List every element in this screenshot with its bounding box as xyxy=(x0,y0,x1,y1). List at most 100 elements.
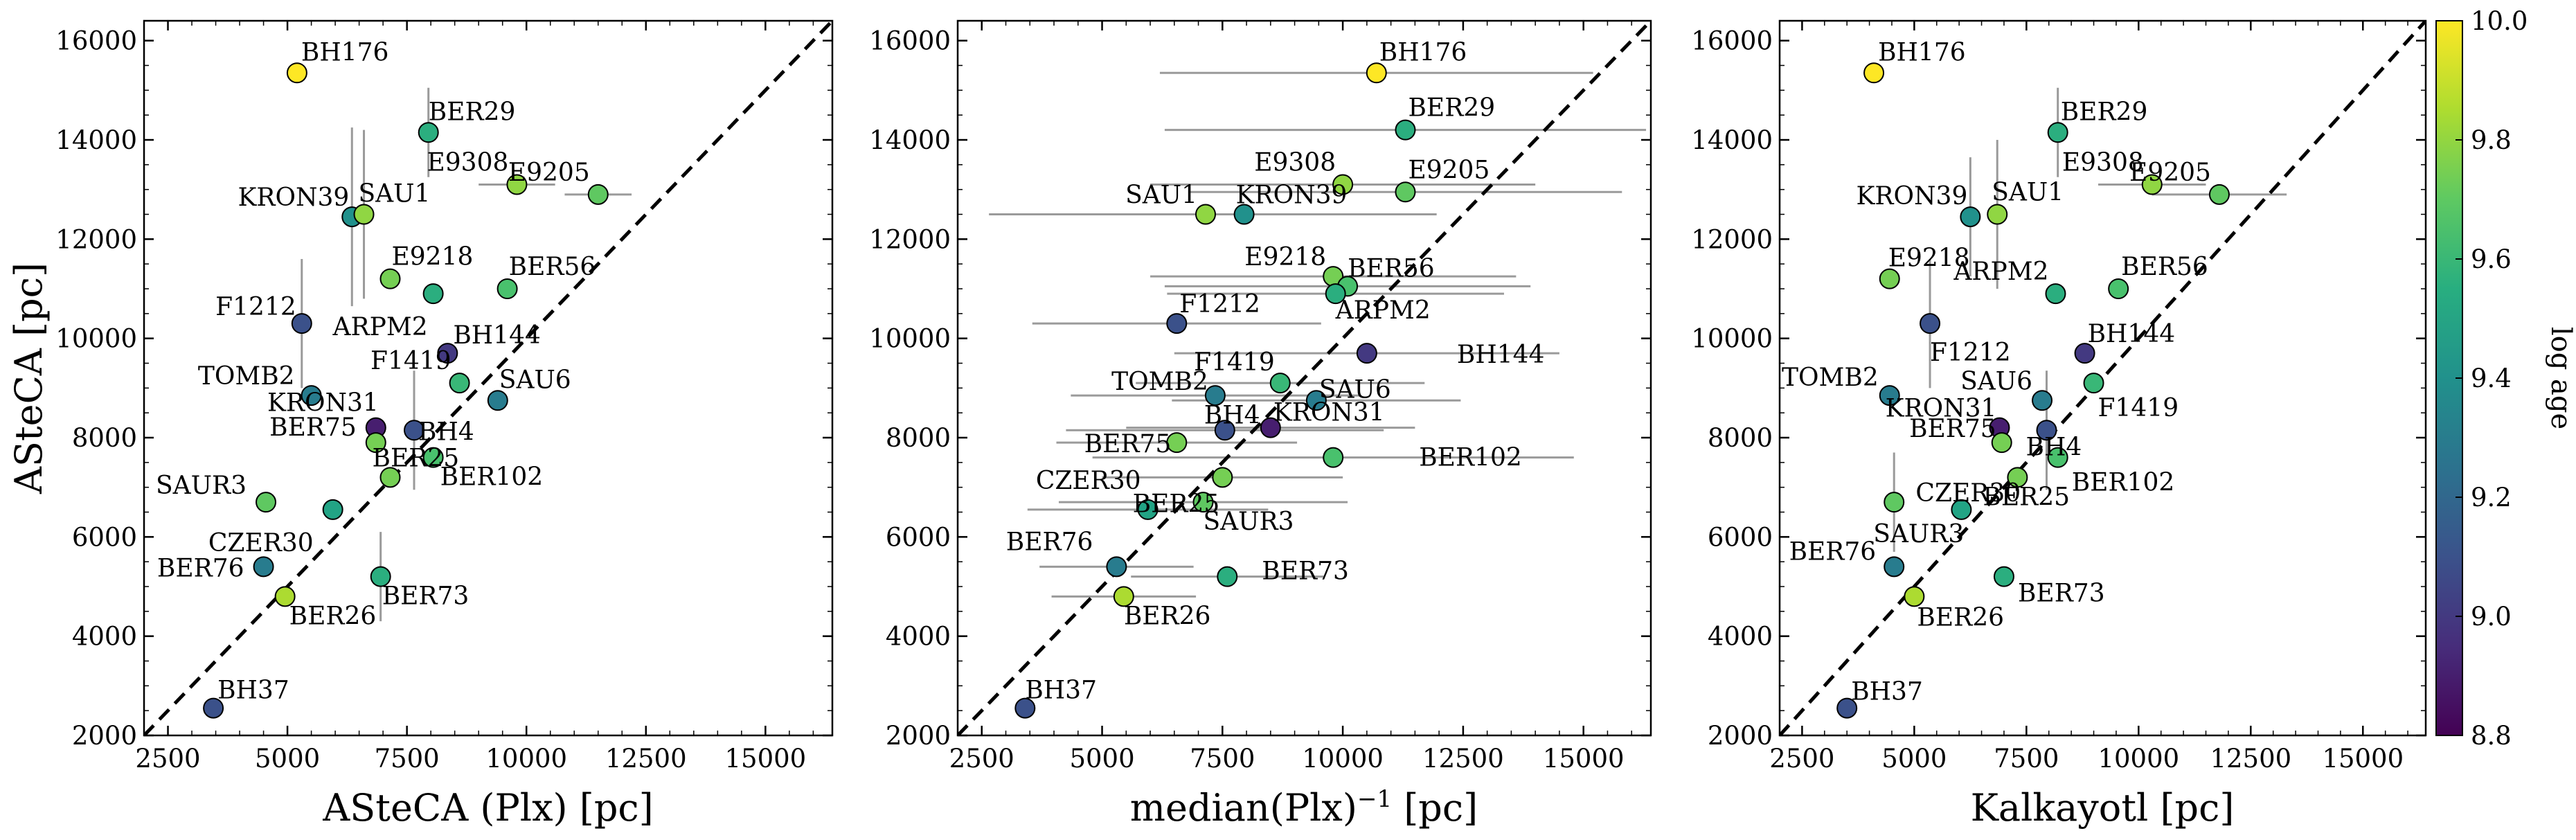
data-point xyxy=(274,586,296,607)
point-label: E9308 xyxy=(2062,149,2144,177)
y-tick-label: 12000 xyxy=(869,224,951,254)
point-label: E9308 xyxy=(427,149,509,177)
data-point xyxy=(1332,174,1354,195)
colorbar: 8.8 9.0 9.2 9.4 9.6 9.8 10.0 log age xyxy=(2435,6,2576,751)
y-tick-label: 12000 xyxy=(55,224,137,254)
point-label: BER26 xyxy=(1917,603,2004,632)
y-tick-label: 6000 xyxy=(886,522,951,552)
x-ticks: 2500 5000 7500 10000 12500 15000 xyxy=(949,21,1632,774)
point-label: BH176 xyxy=(1878,38,1966,66)
data-point xyxy=(203,697,224,719)
data-point xyxy=(1166,313,1188,334)
point-label: BER76 xyxy=(1789,537,1877,566)
point-label: BER102 xyxy=(2072,469,2175,497)
y-tick-label: 10000 xyxy=(869,324,951,354)
data-point xyxy=(1884,492,1905,513)
data-point xyxy=(1192,492,1214,513)
data-point xyxy=(587,184,609,205)
point-label: CZER30 xyxy=(208,529,314,557)
point-label: F1419 xyxy=(2098,394,2179,422)
point-label: BER26 xyxy=(1124,602,1211,630)
y-tick-label: 10000 xyxy=(1691,324,1773,354)
data-point xyxy=(1113,586,1134,607)
x-tick-label: 10000 xyxy=(1302,744,1384,774)
data-point xyxy=(322,499,343,520)
data-point xyxy=(365,432,386,454)
data-point xyxy=(1260,417,1281,438)
point-label: KRON31 xyxy=(267,389,379,418)
point-label: BER75 xyxy=(1084,430,1172,458)
point-label: KRON39 xyxy=(238,184,349,212)
data-point xyxy=(291,313,312,334)
x-tick-label: 15000 xyxy=(725,744,807,774)
point-label: KRON39 xyxy=(1857,182,1968,211)
point-label: BH144 xyxy=(2088,320,2176,348)
point-label: BER73 xyxy=(2018,580,2105,608)
point-label: E9205 xyxy=(2129,159,2211,187)
data-point xyxy=(2036,420,2057,441)
data-point xyxy=(487,390,508,411)
colorbar-label: log age xyxy=(2545,327,2576,429)
y-tick-label: 4000 xyxy=(886,622,951,652)
y-tick-label: 2000 xyxy=(1708,721,1773,751)
y-tick-label: 16000 xyxy=(1691,26,1773,56)
x-tick-label: 2500 xyxy=(1769,744,1834,774)
data-point xyxy=(437,343,458,364)
point-label: TOMB2 xyxy=(1111,368,1208,396)
y-tick-label: 4000 xyxy=(72,622,137,652)
y-tick-label: 6000 xyxy=(1708,522,1773,552)
point-label: BH4 xyxy=(418,418,474,446)
data-point xyxy=(418,122,439,143)
y-tick-label: 2000 xyxy=(886,721,951,751)
plot-frame xyxy=(143,19,834,737)
point-label: BER26 xyxy=(289,602,377,630)
point-label: ARPM2 xyxy=(1953,258,2048,286)
point-label: BER76 xyxy=(157,554,244,582)
point-label: E9205 xyxy=(508,159,590,187)
data-point xyxy=(256,492,277,513)
y-tick-label: 10000 xyxy=(55,324,137,354)
point-label: BH144 xyxy=(1457,341,1545,369)
x-tick-label: 7500 xyxy=(1190,744,1255,774)
point-label: F1212 xyxy=(215,293,296,321)
data-point xyxy=(1904,586,1925,607)
data-point xyxy=(1395,181,1416,203)
x-ticks: 2500 5000 7500 10000 12500 15000 xyxy=(1769,21,2408,774)
panel-median-plx: BH176 BER29 E9308 E9205 SAU1 KRON39 E9218 BER56… xyxy=(869,19,1652,830)
x-tick-label: 7500 xyxy=(1994,744,2059,774)
identity-line xyxy=(958,21,1651,735)
point-label: SAU6 xyxy=(1319,375,1391,404)
data-point xyxy=(449,373,470,394)
data-point xyxy=(1212,467,1233,488)
data-point xyxy=(1960,206,1981,228)
point-label: BH37 xyxy=(1851,678,1923,706)
point-label: KRON31 xyxy=(1273,399,1385,427)
data-point xyxy=(2007,467,2028,488)
point-label: F1419 xyxy=(1194,348,1275,377)
data-point xyxy=(1137,499,1159,520)
point-label: SAU1 xyxy=(1125,181,1197,210)
point-label: BH37 xyxy=(1025,677,1097,705)
points xyxy=(1014,62,1416,719)
data-point xyxy=(506,174,528,195)
data-point xyxy=(1323,447,1344,468)
data-point xyxy=(379,268,401,289)
point-label: BH176 xyxy=(301,38,389,66)
point-label: BER73 xyxy=(1262,557,1349,586)
data-point xyxy=(2047,447,2068,468)
data-point xyxy=(370,566,391,587)
point-label: SAUR3 xyxy=(1204,508,1294,536)
point-label: BER25 xyxy=(1133,490,1220,518)
x-tick-label: 2500 xyxy=(135,744,200,774)
point-labels: BH176 BER29 E9308 E9205 SAU1 KRON39 E9218 BER56… xyxy=(1006,38,1545,704)
point-label: KRON39 xyxy=(1236,181,1348,210)
y-ticks: 2000 4000 6000 8000 10000 12000 14000 16000 xyxy=(55,26,832,751)
x-axis-label: Kalkayotl [pc] xyxy=(1971,786,2235,830)
point-label: F1212 xyxy=(1179,290,1260,319)
y-axis-label: ASteCA [pc] xyxy=(7,262,51,494)
y-tick-label: 6000 xyxy=(72,522,137,552)
points xyxy=(203,62,609,719)
y-tick-label: 16000 xyxy=(869,26,951,56)
point-label: BER29 xyxy=(2061,98,2148,126)
data-point xyxy=(1325,283,1346,305)
